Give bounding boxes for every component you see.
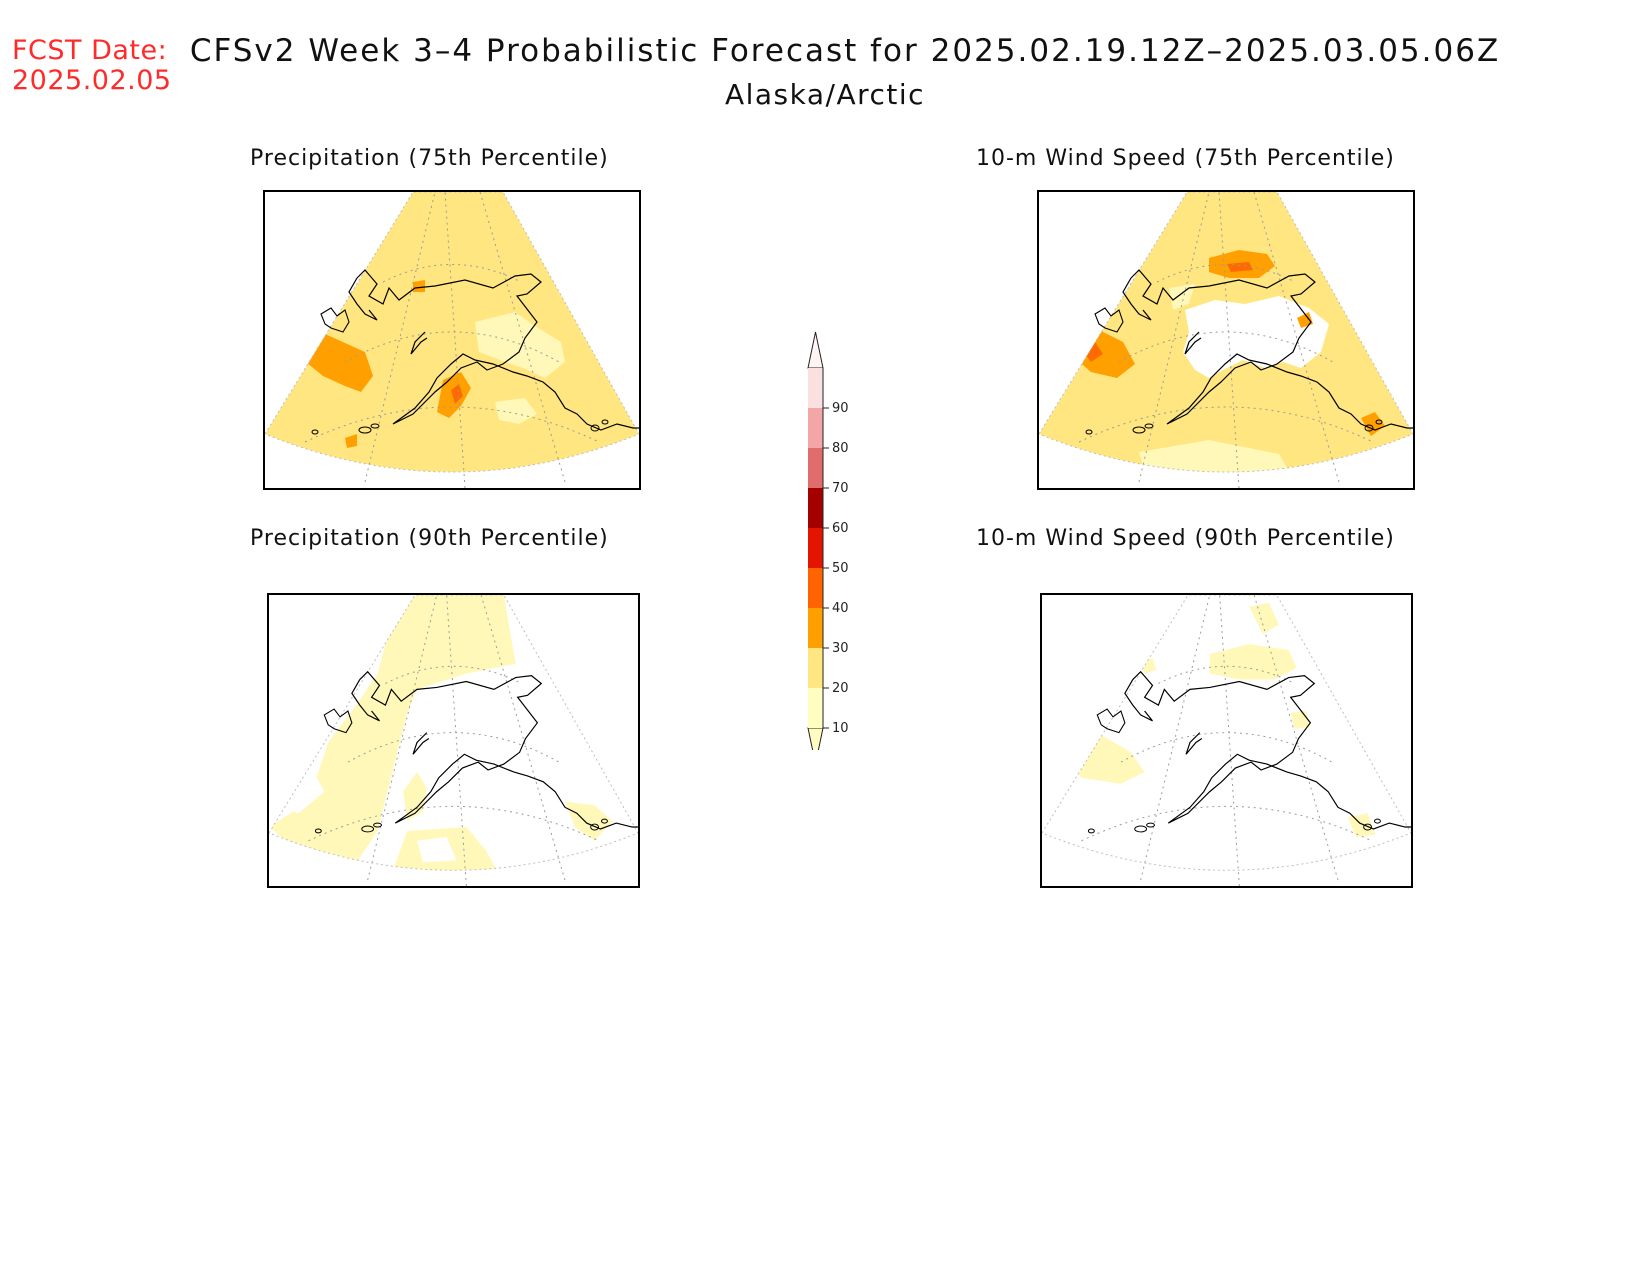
p75-patch-3 (413, 280, 425, 292)
w75-island-0 (1132, 426, 1146, 434)
w75-patch-5 (1169, 284, 1195, 310)
w90-coastline-siberia (1096, 708, 1126, 734)
w90-island-4 (1374, 818, 1381, 824)
p90-coastline (351, 670, 638, 830)
w90-island-3 (1363, 823, 1373, 831)
p90-coastline-siberia (323, 708, 353, 734)
colorbar-swatch-30 (808, 608, 823, 648)
colorbar-label-50: 50 (832, 561, 849, 576)
p75-patch-5 (475, 312, 565, 378)
w75-coastline (1122, 269, 1413, 431)
p90-island-2 (314, 828, 322, 834)
p90-domain-edge (269, 595, 638, 871)
colorbar-label-30: 30 (832, 641, 849, 656)
p75-coastline-siberia (320, 307, 350, 333)
w90-island-2 (1087, 828, 1095, 834)
panel-title-wind-75: 10-m Wind Speed (75th Percentile) (976, 146, 1395, 171)
colorbar-swatch-70 (808, 448, 823, 488)
p75-coastline (348, 269, 639, 431)
map-wind-75-canvas (1039, 192, 1413, 488)
w90-patch-0 (1209, 644, 1297, 680)
colorbar-canvas: 10 20 30 40 50 60 70 80 90 (807, 331, 849, 765)
w75-island-1 (1144, 423, 1154, 429)
colorbar-label-70: 70 (832, 481, 849, 496)
p75-patch-6 (495, 398, 537, 424)
page-title: CFSv2 Week 3–4 Probabilistic Forecast fo… (189, 33, 1501, 69)
p75-island-2 (311, 429, 319, 435)
panel-title-precip-90: Precipitation (90th Percentile) (250, 526, 609, 551)
w75-island-3 (1364, 424, 1374, 432)
w75-patch-7 (1361, 412, 1385, 436)
colorbar-label-20: 20 (832, 681, 849, 696)
map-precip-90 (267, 593, 640, 888)
colorbar-label-40: 40 (832, 601, 849, 616)
w90-fields (1042, 595, 1411, 871)
colorbar-swatch-40 (808, 568, 823, 608)
w90-base-fill (1042, 595, 1411, 871)
map-wind-90 (1040, 593, 1413, 888)
w90-island-1 (1146, 822, 1155, 828)
colorbar-swatch-20 (808, 648, 823, 688)
colorbar-swatch-50 (808, 528, 823, 568)
colorbar-label-80: 80 (832, 441, 849, 456)
p75-fields (265, 192, 639, 472)
p75-island-1 (370, 423, 380, 429)
p75-base-fill (265, 192, 639, 472)
p90-fields (269, 595, 638, 871)
fcst-date-value: 2025.02.05 (12, 65, 172, 96)
p75-patch-0 (301, 334, 373, 392)
p90-patch-0 (269, 595, 516, 861)
p75-patch-2 (451, 384, 463, 404)
fcst-date-caption: FCST Date: (12, 35, 168, 66)
w90-coastline (1124, 670, 1411, 830)
colorbar-label-10: 10 (832, 721, 849, 736)
w90-domain-edge (1042, 595, 1411, 871)
p90-island-4 (601, 818, 608, 824)
p90-patch-1 (403, 771, 427, 822)
p90-island-1 (373, 822, 382, 828)
w90-patch-1 (1249, 602, 1279, 635)
p90-island-3 (590, 823, 600, 831)
w75-coastline-siberia (1094, 307, 1124, 333)
p75-domain-edge (265, 192, 639, 473)
p90-patch-5 (416, 836, 457, 863)
p75-island-3 (590, 424, 600, 432)
colorbar: 10 20 30 40 50 60 70 80 90 (800, 330, 870, 765)
map-precip-75 (263, 190, 641, 490)
colorbar-swatch-90 (808, 368, 823, 408)
w75-island-2 (1085, 429, 1093, 435)
w75-fields (1039, 192, 1413, 472)
map-wind-75 (1037, 190, 1415, 490)
p90-patch-3 (564, 801, 613, 841)
panel-title-wind-90: 10-m Wind Speed (90th Percentile) (976, 526, 1395, 551)
colorbar-swatch-10 (808, 688, 823, 728)
w75-island-4 (1375, 419, 1383, 425)
p75-patch-4 (345, 434, 357, 448)
p75-island-0 (358, 426, 372, 434)
colorbar-cap-top (807, 331, 824, 369)
w90-island-0 (1134, 825, 1148, 833)
colorbar-swatch-60 (808, 488, 823, 528)
w75-patch-4 (1183, 296, 1329, 378)
p75-island-4 (601, 419, 609, 425)
map-wind-90-canvas (1042, 595, 1411, 886)
w90-patch-4 (1347, 813, 1376, 837)
colorbar-cap-bottom (807, 727, 824, 765)
panel-title-precip-75: Precipitation (75th Percentile) (250, 146, 609, 171)
p75-graticule (304, 192, 600, 488)
region-subtitle: Alaska/Arctic (724, 78, 926, 111)
map-precip-75-canvas (265, 192, 639, 488)
map-precip-90-canvas (269, 595, 638, 886)
w75-graticule (1078, 192, 1374, 488)
p90-graticule (308, 595, 599, 886)
w75-patch-6 (1139, 440, 1299, 472)
colorbar-label-60: 60 (832, 521, 849, 536)
forecast-date-label: FCST Date: 2025.02.05 (12, 36, 172, 96)
w90-patch-3 (1290, 711, 1311, 729)
colorbar-label-90: 90 (832, 401, 849, 416)
p90-island-0 (361, 825, 375, 833)
w90-graticule (1081, 595, 1372, 886)
colorbar-swatch-80 (808, 408, 823, 448)
w75-domain-edge (1039, 192, 1413, 473)
